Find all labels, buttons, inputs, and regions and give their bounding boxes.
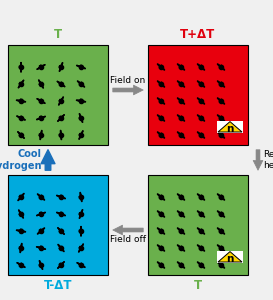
- Text: n: n: [226, 254, 234, 264]
- Bar: [217, 121, 243, 133]
- Text: T+ΔT: T+ΔT: [180, 28, 216, 41]
- Text: T: T: [54, 28, 62, 41]
- Bar: [148, 175, 248, 275]
- Polygon shape: [218, 252, 242, 262]
- Bar: [8, 175, 108, 275]
- Bar: [8, 45, 108, 145]
- Text: Cool
hydrogen: Cool hydrogen: [0, 149, 42, 171]
- Polygon shape: [218, 122, 242, 132]
- Text: T-ΔT: T-ΔT: [44, 279, 72, 292]
- Text: n: n: [226, 124, 234, 134]
- Text: Remove
heat: Remove heat: [263, 150, 273, 170]
- Bar: [148, 45, 248, 145]
- Bar: [217, 250, 243, 263]
- Text: Field on: Field on: [110, 76, 146, 85]
- Text: Field off: Field off: [110, 235, 146, 244]
- Text: T: T: [194, 279, 202, 292]
